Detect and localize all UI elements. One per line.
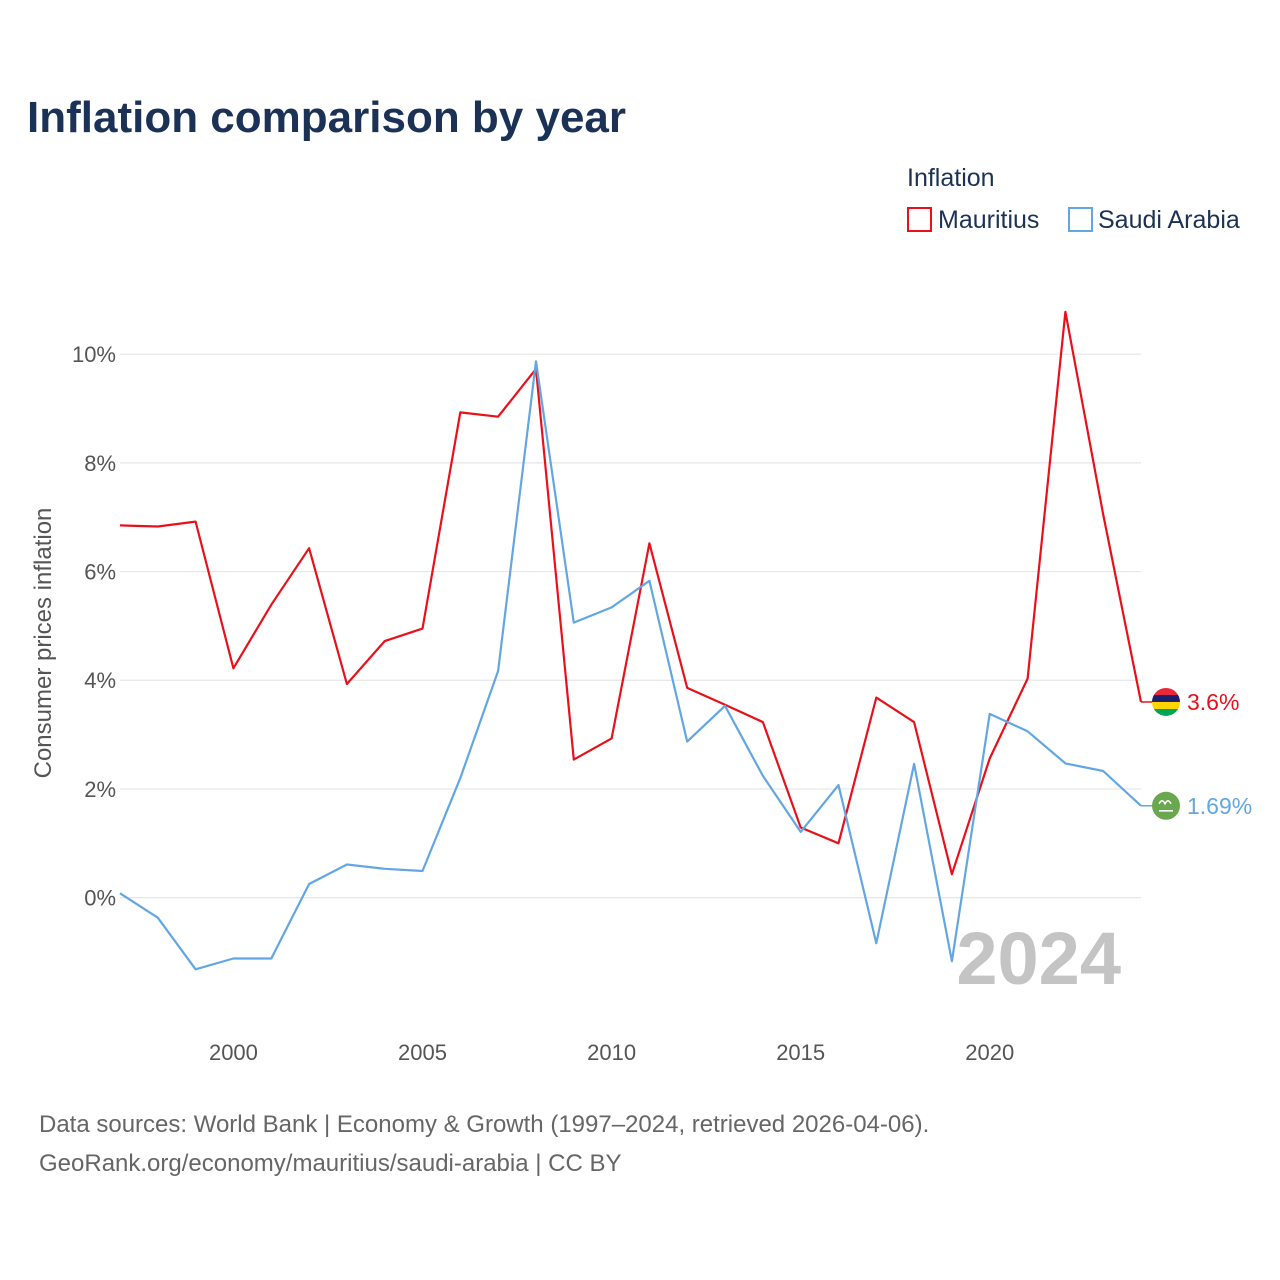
- source-note: Data sources: World Bank | Economy & Gro…: [39, 1111, 929, 1138]
- legend-label-saudi-arabia: Saudi Arabia: [1098, 206, 1240, 234]
- x-tick-label: 2020: [965, 1040, 1014, 1065]
- legend-item-saudi-arabia[interactable]: Saudi Arabia: [1068, 206, 1240, 234]
- end-markers: 3.6% 1.69%: [1141, 687, 1252, 820]
- legend-label-mauritius: Mauritius: [938, 206, 1039, 234]
- y-axis-label: Consumer prices inflation: [30, 508, 57, 779]
- x-tick-label: 2000: [209, 1040, 258, 1065]
- y-tick-label: 4%: [84, 668, 116, 693]
- legend-title: Inflation: [907, 164, 995, 192]
- x-tick-label: 2010: [587, 1040, 636, 1065]
- legend-swatch-saudi-arabia: [1068, 207, 1093, 232]
- x-axis-ticks: 2000 2005 2010 2015 2020: [209, 1040, 1014, 1065]
- mauritius-flag-icon: [1152, 687, 1180, 716]
- chart-title: Inflation comparison by year: [27, 93, 626, 142]
- x-tick-label: 2015: [776, 1040, 825, 1065]
- y-tick-label: 0%: [84, 886, 116, 911]
- current-year-watermark: 2024: [956, 917, 1121, 1000]
- legend: Inflation Mauritius Saudi Arabia: [907, 164, 1240, 234]
- x-tick-label: 2005: [398, 1040, 447, 1065]
- source-link[interactable]: GeoRank.org/economy/mauritius/saudi-arab…: [39, 1150, 622, 1177]
- series-line-saudi-arabia: [119, 360, 1142, 971]
- end-value-label-mauritius: 3.6%: [1187, 689, 1239, 715]
- y-tick-label: 10%: [72, 342, 116, 367]
- end-value-label-saudi-arabia: 1.69%: [1187, 793, 1252, 819]
- series-lines: [119, 310, 1143, 971]
- legend-swatch-mauritius: [907, 207, 932, 232]
- y-tick-label: 8%: [84, 451, 116, 476]
- y-tick-label: 6%: [84, 560, 116, 585]
- legend-item-mauritius[interactable]: Mauritius: [907, 206, 1039, 234]
- series-line-mauritius: [119, 310, 1143, 876]
- saudi-arabia-flag-icon: [1152, 791, 1180, 820]
- grid-lines: [120, 353, 1141, 899]
- y-axis-ticks: 0% 2% 4% 6% 8% 10%: [72, 342, 116, 910]
- y-tick-label: 2%: [84, 777, 116, 802]
